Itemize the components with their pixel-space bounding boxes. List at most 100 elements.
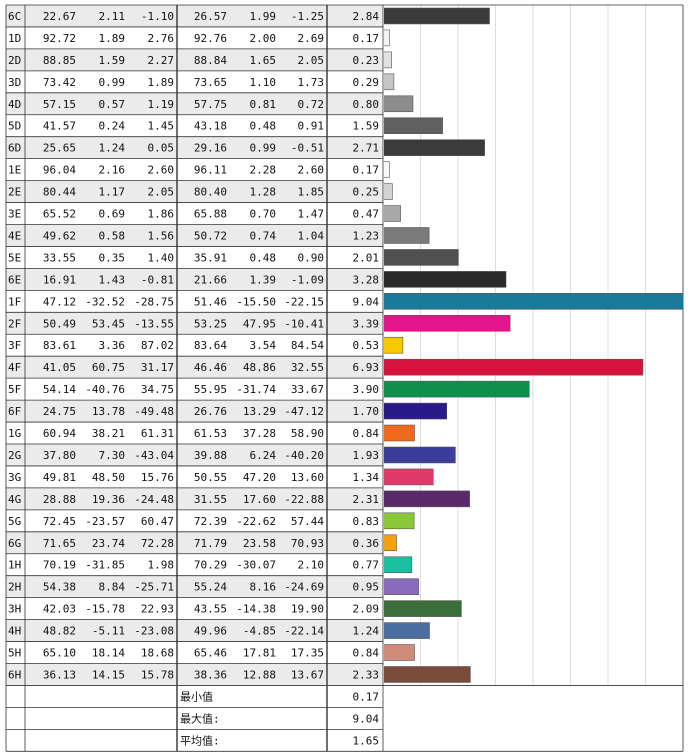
- lab-value: 2.10: [298, 559, 325, 572]
- lab-value: 1.99: [250, 10, 277, 23]
- lab-value: 25.65: [43, 142, 76, 155]
- bar: [384, 468, 434, 486]
- delta-e: 6.93: [353, 361, 380, 374]
- lab-value: 88.85: [43, 54, 76, 67]
- row-bg: [6, 136, 383, 159]
- lab-value: 50.55: [194, 471, 227, 484]
- lab-value: -28.75: [134, 295, 174, 308]
- lab-value: 2.00: [250, 32, 277, 45]
- patch-label: 1G: [8, 427, 21, 440]
- delta-e: 0.23: [353, 54, 380, 67]
- lab-value: 65.10: [43, 647, 76, 660]
- lab-value: -22.14: [284, 625, 324, 638]
- lab-value: -24.69: [284, 581, 324, 594]
- lab-value: -0.81: [141, 273, 174, 286]
- lab-value: 28.88: [43, 493, 76, 506]
- lab-value: 1.17: [99, 186, 126, 199]
- bar: [384, 622, 430, 639]
- lab-value: 71.65: [43, 537, 76, 550]
- lab-value: -14.38: [236, 603, 276, 616]
- lab-value: 41.57: [43, 120, 76, 133]
- row-bg: [6, 290, 383, 313]
- lab-value: -31.85: [85, 559, 125, 572]
- lab-value: 49.96: [194, 625, 227, 638]
- lab-value: 15.76: [141, 471, 174, 484]
- patch-label: 6E: [8, 273, 21, 286]
- patch-label: 6H: [8, 668, 21, 681]
- bar: [384, 117, 443, 134]
- lab-value: 92.72: [43, 32, 76, 45]
- row-bg: [6, 422, 383, 444]
- lab-value: 70.19: [43, 559, 76, 572]
- lab-value: 31.17: [141, 361, 174, 374]
- lab-value: 0.24: [99, 120, 126, 133]
- delta-e: 1.34: [353, 471, 380, 484]
- bar: [384, 227, 430, 244]
- bar: [384, 95, 414, 113]
- lab-value: 23.74: [92, 537, 125, 550]
- lab-value: -5.11: [92, 625, 125, 638]
- bar: [384, 249, 459, 266]
- row-bg: [6, 597, 383, 620]
- patch-label: 4H: [8, 625, 21, 638]
- lab-value: -40.76: [85, 383, 125, 396]
- patch-label: 3F: [8, 339, 21, 352]
- lab-value: 55.95: [194, 383, 227, 396]
- patch-label: 1D: [8, 32, 21, 45]
- lab-value: 1.73: [298, 76, 325, 89]
- summary-value: 9.04: [353, 712, 380, 725]
- lab-value: -4.85: [243, 625, 276, 638]
- lab-value: 80.44: [43, 186, 76, 199]
- delta-e: 3.39: [353, 317, 380, 330]
- lab-value: 32.55: [291, 361, 324, 374]
- patch-label: 6F: [8, 405, 21, 418]
- bar: [384, 402, 448, 420]
- lab-value: -24.48: [134, 493, 174, 506]
- summary-label: 平均值:: [180, 734, 220, 747]
- delta-e: 2.33: [353, 668, 380, 681]
- patch-label: 5F: [8, 383, 21, 396]
- delta-e: 2.01: [353, 251, 380, 264]
- bar: [384, 578, 419, 595]
- delta-e: 2.09: [353, 603, 380, 616]
- delta-e: 0.84: [353, 427, 380, 440]
- delta-e: 0.95: [353, 581, 380, 594]
- patch-label: 5D: [8, 120, 21, 133]
- patch-label: 3E: [8, 208, 21, 221]
- row-bg: [6, 509, 383, 532]
- lab-value: -32.52: [85, 295, 125, 308]
- lab-value: 50.49: [43, 317, 76, 330]
- delta-e: 2.84: [353, 10, 380, 23]
- lab-value: 50.72: [194, 229, 227, 242]
- lab-value: 1.43: [99, 273, 126, 286]
- lab-value: 37.28: [243, 427, 276, 440]
- lab-value: -15.50: [236, 295, 276, 308]
- lab-value: 34.75: [141, 383, 174, 396]
- table: 6C 22.67 2.11 -1.10 26.57 1.99 -1.25 2.84 1D 92.7…: [8, 10, 379, 747]
- lab-value: 57.75: [194, 98, 227, 111]
- lab-value: -0.51: [291, 142, 324, 155]
- lab-value: 0.99: [99, 76, 126, 89]
- row-bg: [6, 356, 383, 379]
- row-bg: [6, 70, 383, 93]
- lab-value: 19.90: [291, 603, 324, 616]
- lab-value: 2.05: [148, 186, 175, 199]
- bar: [384, 271, 507, 288]
- lab-value: 2.11: [99, 10, 126, 23]
- lab-value: -10.41: [284, 317, 324, 330]
- lab-value: -22.88: [284, 493, 324, 506]
- lab-value: 13.60: [291, 471, 324, 484]
- lab-value: 2.60: [298, 164, 325, 177]
- patch-label: 2F: [8, 317, 21, 330]
- lab-value: 58.90: [291, 427, 324, 440]
- lab-value: 8.84: [99, 581, 126, 594]
- row-bg: [6, 334, 383, 357]
- lab-value: 19.36: [92, 493, 125, 506]
- lab-value: 60.94: [43, 427, 76, 440]
- delta-e: 0.83: [353, 515, 380, 528]
- row-bg: [6, 619, 383, 642]
- lab-value: -30.07: [236, 559, 276, 572]
- row-bg: [6, 487, 383, 510]
